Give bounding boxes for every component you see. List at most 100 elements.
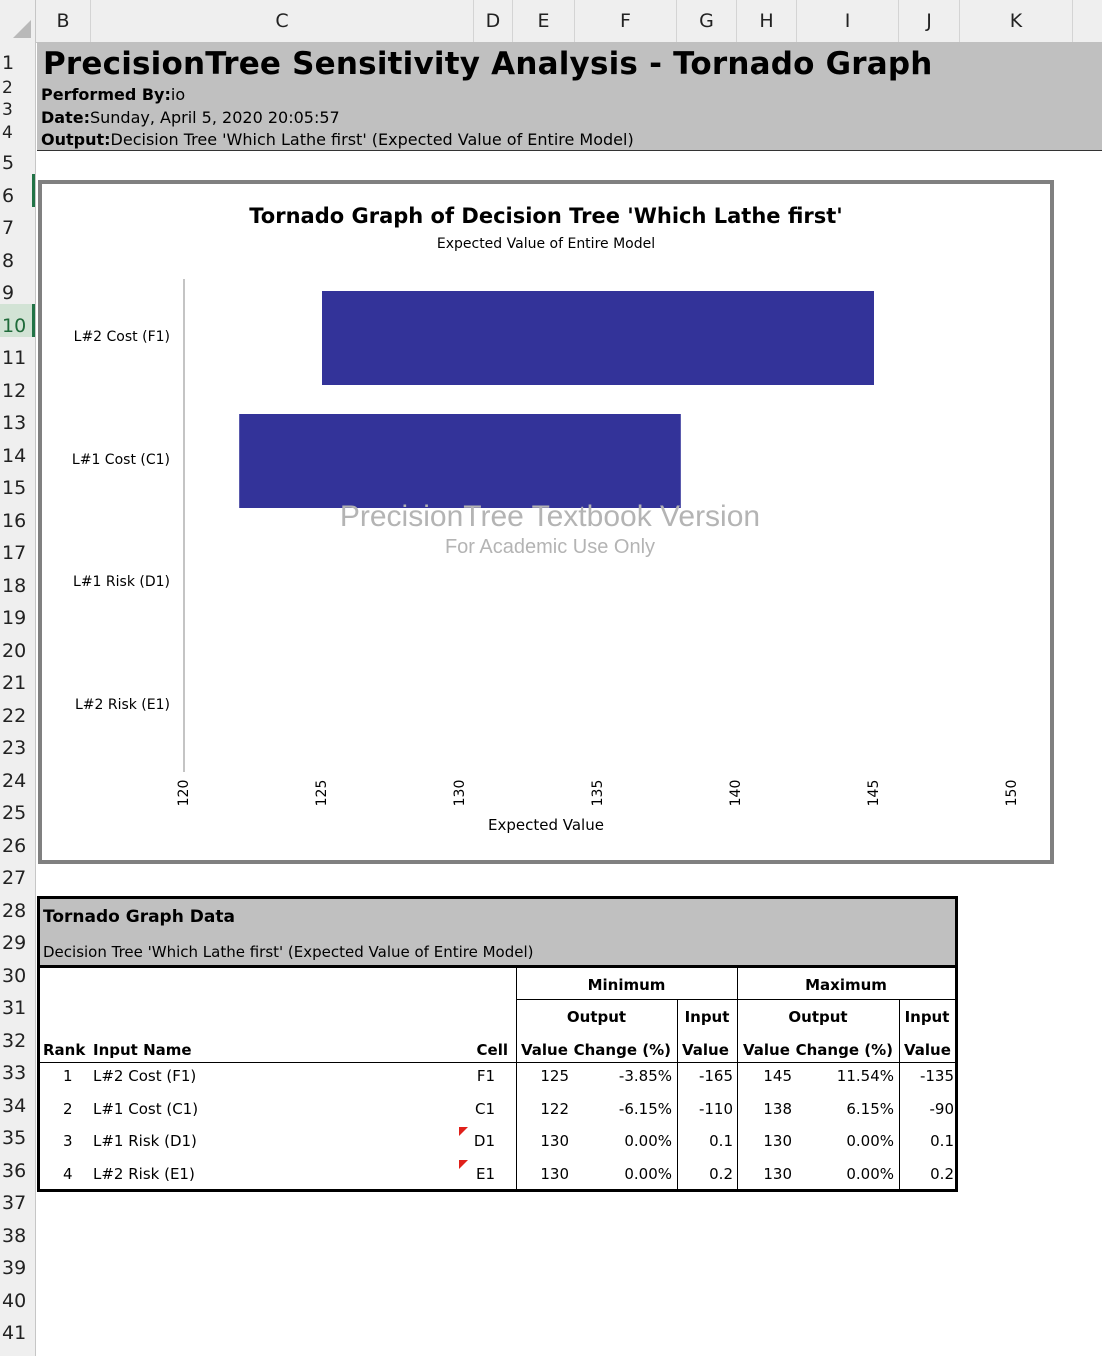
row-header-25[interactable]: 25 bbox=[2, 802, 27, 824]
report-title: PrecisionTree Sensitivity Analysis - Tor… bbox=[43, 46, 933, 82]
column-header-j[interactable]: J bbox=[899, 0, 960, 42]
output-value: Decision Tree 'Which Lathe first' (Expec… bbox=[110, 130, 634, 149]
table-header-block: Tornado Graph Data Decision Tree 'Which … bbox=[40, 899, 955, 968]
max-change-header: Change (%) bbox=[795, 1041, 893, 1059]
column-header-h[interactable]: H bbox=[737, 0, 797, 42]
x-tick-label-120: 120 bbox=[176, 779, 192, 807]
table-divider-e bbox=[516, 968, 517, 1192]
rank-cell-3: 3 bbox=[63, 1132, 73, 1150]
row-header-26[interactable]: 26 bbox=[2, 834, 27, 857]
cell-ref-2: C1 bbox=[474, 1099, 495, 1118]
row-header-14[interactable]: 14 bbox=[2, 444, 27, 467]
comment-indicator-icon[interactable] bbox=[459, 1159, 468, 1169]
row-header-22[interactable]: 22 bbox=[2, 704, 27, 727]
max-input-header: Input bbox=[904, 1008, 950, 1026]
max-value-cell-3: 130 bbox=[763, 1132, 792, 1150]
min-input-cell-4: 0.2 bbox=[709, 1164, 733, 1183]
row-header-27[interactable]: 27 bbox=[2, 867, 27, 889]
cell-ref-4: E1 bbox=[475, 1164, 495, 1183]
row-header-35[interactable]: 35 bbox=[2, 1127, 27, 1149]
row-header-16[interactable]: 16 bbox=[2, 509, 27, 532]
tornado-bar-2[interactable] bbox=[239, 414, 681, 508]
column-header-g[interactable]: G bbox=[677, 0, 737, 42]
min-input-value-header: Value bbox=[682, 1041, 729, 1059]
x-axis-label: Expected Value bbox=[488, 816, 604, 834]
column-header-e[interactable]: E bbox=[513, 0, 575, 42]
tornado-chart[interactable]: Tornado Graph of Decision Tree 'Which La… bbox=[38, 180, 1054, 864]
row-header-3[interactable]: 3 bbox=[2, 100, 13, 120]
row-header-39[interactable]: 39 bbox=[2, 1257, 27, 1279]
row-header-2[interactable]: 2 bbox=[2, 77, 13, 98]
min-change-header: Change (%) bbox=[573, 1041, 671, 1059]
row-header-28[interactable]: 28 bbox=[2, 899, 27, 922]
chart-plot-area bbox=[183, 279, 874, 772]
row-header-5[interactable]: 5 bbox=[2, 152, 15, 174]
max-input-cell-4: 0.2 bbox=[930, 1164, 954, 1183]
x-tick-label-135: 135 bbox=[590, 779, 606, 807]
row-header-10[interactable]: 10 bbox=[0, 304, 35, 337]
column-header-c[interactable]: C bbox=[91, 0, 474, 42]
date-line: Date:Sunday, April 5, 2020 20:05:57 bbox=[41, 108, 340, 127]
row-header-4[interactable]: 4 bbox=[2, 122, 13, 143]
chart-title: Tornado Graph of Decision Tree 'Which La… bbox=[249, 204, 843, 228]
row-header-37[interactable]: 37 bbox=[2, 1192, 27, 1214]
input-name-cell-3: L#1 Risk (D1) bbox=[93, 1132, 197, 1150]
row-header-6[interactable]: 6 bbox=[0, 174, 35, 207]
row-header-32[interactable]: 32 bbox=[2, 1029, 27, 1052]
max-input-value-header: Value bbox=[904, 1041, 951, 1059]
row-header-38[interactable]: 38 bbox=[2, 1224, 27, 1247]
tornado-bar-1[interactable] bbox=[322, 291, 874, 385]
row-header-7[interactable]: 7 bbox=[2, 217, 15, 239]
column-header-i[interactable]: I bbox=[797, 0, 899, 42]
row-header-20[interactable]: 20 bbox=[2, 639, 27, 662]
input-name-cell-4: L#2 Risk (E1) bbox=[93, 1164, 195, 1183]
row-header-15[interactable]: 15 bbox=[2, 477, 27, 499]
row-header-9[interactable]: 9 bbox=[2, 282, 15, 304]
max-input-cell-2: -90 bbox=[929, 1099, 955, 1118]
table-header-underline bbox=[40, 1062, 955, 1063]
row-header-29[interactable]: 29 bbox=[2, 932, 27, 954]
row-header-21[interactable]: 21 bbox=[2, 672, 27, 694]
row-header-12[interactable]: 12 bbox=[2, 379, 27, 402]
max-value-header: Value bbox=[743, 1041, 790, 1059]
min-change-cell-3: 0.00% bbox=[624, 1132, 672, 1150]
row-header-33[interactable]: 33 bbox=[2, 1062, 27, 1084]
table-subtitle: Decision Tree 'Which Lathe first' (Expec… bbox=[43, 943, 534, 961]
y-category-label-3: L#1 Risk (D1) bbox=[73, 574, 170, 590]
select-all-corner[interactable] bbox=[0, 0, 36, 42]
output-label: Output: bbox=[41, 130, 111, 149]
x-tick-label-145: 145 bbox=[866, 779, 882, 807]
row-header-24[interactable]: 24 bbox=[2, 769, 27, 792]
column-header-d[interactable]: D bbox=[474, 0, 513, 42]
rank-cell-2: 2 bbox=[63, 1099, 73, 1118]
table-divider-j bbox=[899, 1000, 900, 1192]
row-header-34[interactable]: 34 bbox=[2, 1094, 27, 1117]
min-change-cell-4: 0.00% bbox=[624, 1164, 672, 1183]
row-header-11[interactable]: 11 bbox=[2, 347, 27, 369]
y-category-label-2: L#1 Cost (C1) bbox=[71, 452, 170, 468]
table-title: Tornado Graph Data bbox=[43, 907, 235, 927]
column-header-k[interactable]: K bbox=[960, 0, 1073, 42]
row-header-36[interactable]: 36 bbox=[2, 1159, 27, 1182]
column-header-b[interactable]: B bbox=[36, 0, 91, 42]
max-change-cell-3: 0.00% bbox=[846, 1132, 894, 1150]
x-tick-label-130: 130 bbox=[452, 779, 468, 807]
comment-indicator-icon[interactable] bbox=[459, 1127, 468, 1136]
row-header-31[interactable]: 31 bbox=[2, 997, 27, 1019]
row-header-30[interactable]: 30 bbox=[2, 964, 27, 987]
row-header-23[interactable]: 23 bbox=[2, 737, 27, 759]
row-header-13[interactable]: 13 bbox=[2, 412, 27, 434]
tornado-data-table: Tornado Graph Data Decision Tree 'Which … bbox=[37, 896, 958, 1192]
row-header-1[interactable]: 1 bbox=[2, 52, 15, 74]
row-header-19[interactable]: 19 bbox=[2, 607, 27, 629]
column-header-f[interactable]: F bbox=[575, 0, 677, 42]
min-change-cell-2: -6.15% bbox=[618, 1099, 672, 1118]
row-header-17[interactable]: 17 bbox=[2, 542, 27, 564]
row-header-41[interactable]: 41 bbox=[2, 1322, 27, 1344]
row-header-18[interactable]: 18 bbox=[2, 574, 27, 597]
min-output-header: Output bbox=[566, 1008, 627, 1026]
row-header-40[interactable]: 40 bbox=[2, 1289, 27, 1312]
row-header-8[interactable]: 8 bbox=[2, 249, 15, 272]
y-category-label-1: L#2 Cost (F1) bbox=[73, 329, 170, 345]
min-input-cell-3: 0.1 bbox=[709, 1132, 733, 1150]
